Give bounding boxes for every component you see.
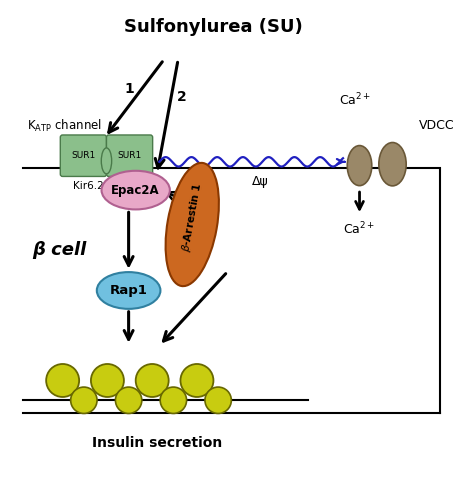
FancyBboxPatch shape [60, 135, 107, 176]
Ellipse shape [101, 171, 170, 209]
Ellipse shape [379, 143, 406, 186]
Text: $\mathrm{K_{ATP}}$ channel: $\mathrm{K_{ATP}}$ channel [27, 118, 102, 134]
Ellipse shape [165, 163, 219, 286]
Text: Ca$^{2+}$: Ca$^{2+}$ [339, 91, 371, 108]
Ellipse shape [101, 148, 112, 174]
Text: SUR1: SUR1 [118, 151, 142, 160]
Circle shape [116, 387, 142, 414]
Text: VDCC: VDCC [419, 119, 454, 132]
Text: Kir6.2: Kir6.2 [73, 181, 104, 191]
Circle shape [136, 364, 169, 397]
Text: Ca$^{2+}$: Ca$^{2+}$ [344, 221, 375, 238]
Circle shape [91, 364, 124, 397]
Text: 2: 2 [177, 90, 186, 104]
Text: Insulin secretion: Insulin secretion [92, 436, 222, 450]
Text: Δψ: Δψ [252, 174, 269, 187]
Text: 1: 1 [125, 82, 135, 96]
Circle shape [46, 364, 79, 397]
Text: $\beta$-Arrestin 1: $\beta$-Arrestin 1 [179, 182, 205, 254]
Text: Rap1: Rap1 [109, 284, 147, 297]
Text: Sulfonylurea (SU): Sulfonylurea (SU) [124, 18, 303, 36]
Circle shape [205, 387, 231, 414]
Text: Epac2A: Epac2A [111, 184, 160, 197]
Circle shape [181, 364, 213, 397]
Text: β cell: β cell [32, 241, 86, 259]
FancyBboxPatch shape [107, 135, 153, 176]
Ellipse shape [347, 146, 372, 186]
Ellipse shape [97, 272, 160, 309]
Circle shape [71, 387, 97, 414]
Text: SUR1: SUR1 [71, 151, 95, 160]
Circle shape [160, 387, 187, 414]
